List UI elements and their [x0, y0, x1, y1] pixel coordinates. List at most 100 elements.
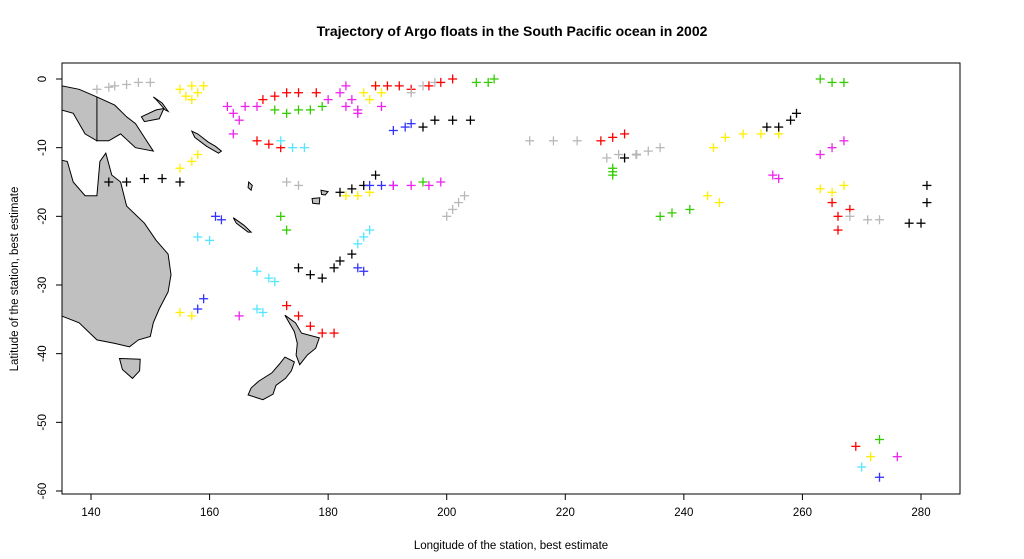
- float-point-2-2: [240, 101, 250, 111]
- land-new-zealand-north: [284, 314, 320, 366]
- float-point-13-2: [448, 115, 458, 125]
- float-point-53-0: [252, 304, 262, 314]
- float-point-52-0: [234, 311, 244, 321]
- plot-frame: [61, 62, 961, 495]
- float-point-27-1: [614, 150, 624, 160]
- float-point-3-2: [282, 88, 292, 98]
- float-point-3-1: [270, 91, 280, 101]
- float-point-42-1: [216, 215, 226, 225]
- float-point-30-2: [608, 170, 618, 180]
- float-point-27-0: [602, 153, 612, 163]
- float-point-10-1: [483, 77, 493, 87]
- land-new-caledonia: [232, 217, 253, 233]
- float-point-25-1: [548, 136, 558, 146]
- float-point-51-1: [199, 294, 209, 304]
- float-point-0-5: [104, 82, 114, 92]
- float-point-55-0: [851, 441, 861, 451]
- float-point-29-1: [643, 146, 653, 156]
- x-tick-label-200: 200: [437, 507, 456, 519]
- float-point-24-0: [442, 211, 452, 221]
- float-point-33-2: [839, 77, 849, 87]
- float-point-22-2: [424, 180, 434, 190]
- float-point-24-3: [460, 191, 469, 201]
- float-point-4-2: [294, 105, 303, 115]
- float-point-26-1: [608, 132, 618, 142]
- float-point-49-2: [365, 225, 375, 235]
- y-tick-label--50: -50: [37, 414, 49, 431]
- float-point-41-0: [703, 191, 713, 201]
- float-point-21-1: [377, 180, 386, 190]
- float-point-33-0: [815, 74, 825, 84]
- float-point-34-1: [827, 143, 837, 153]
- float-point-54-1: [294, 311, 303, 321]
- float-point-31-3: [756, 129, 766, 139]
- float-point-12-2: [406, 119, 416, 129]
- float-point-38-1: [863, 215, 873, 225]
- float-point-25-0: [525, 136, 535, 146]
- float-point-2-3: [252, 101, 262, 111]
- float-point-36-0: [815, 184, 825, 194]
- float-point-6-0: [359, 88, 369, 98]
- float-point-51-0: [193, 304, 203, 314]
- float-point-60-0: [875, 472, 884, 482]
- float-point-57-0: [857, 462, 867, 472]
- x-tick-label-160: 160: [200, 507, 219, 519]
- float-point-24-2: [454, 198, 464, 208]
- float-point-44-0: [276, 211, 286, 221]
- float-point-48-1: [359, 266, 369, 276]
- float-point-53-1: [258, 307, 268, 317]
- float-point-17-3: [157, 174, 167, 184]
- float-point-50-1: [187, 311, 197, 321]
- float-point-40-1: [667, 208, 677, 218]
- float-point-49-1: [359, 232, 369, 242]
- float-markers: [92, 74, 932, 482]
- float-point-14-0: [252, 136, 262, 146]
- float-point-1-3: [199, 81, 209, 91]
- float-point-45-0: [252, 266, 262, 276]
- float-point-48-0: [353, 263, 363, 273]
- float-point-43-1: [205, 235, 215, 245]
- float-point-47-0: [335, 256, 345, 266]
- float-point-17-0: [104, 177, 114, 187]
- float-point-9-2: [448, 74, 458, 84]
- float-point-32-1: [774, 122, 784, 132]
- float-point-20-1: [353, 191, 363, 201]
- x-tick-label-220: 220: [556, 507, 575, 519]
- float-point-23-0: [418, 177, 428, 187]
- float-point-1-0: [175, 84, 185, 94]
- x-axis-label: Longitude of the station, best estimate: [414, 540, 608, 552]
- y-tick-label--40: -40: [37, 345, 49, 362]
- y-tick-label--20: -20: [37, 208, 49, 225]
- float-point-59-0: [892, 452, 902, 462]
- float-point-4-4: [317, 101, 327, 111]
- float-point-11-0: [341, 101, 351, 111]
- float-point-40-2: [685, 204, 695, 214]
- x-tick-label-280: 280: [911, 507, 930, 519]
- y-axis-label: Latitude of the station, best estimate: [9, 187, 21, 372]
- float-point-5-0: [323, 95, 333, 105]
- land-tasmania: [118, 357, 141, 380]
- float-point-5-3: [347, 95, 357, 105]
- float-point-40-0: [655, 211, 665, 221]
- float-point-6-2: [365, 95, 375, 105]
- float-point-26-2: [620, 129, 630, 139]
- float-point-22-1: [406, 180, 416, 190]
- float-point-6-3: [377, 88, 386, 98]
- float-point-1-1: [187, 81, 197, 91]
- x-tick-label-140: 140: [81, 507, 100, 519]
- float-point-1-5: [181, 91, 191, 101]
- float-point-37-2: [833, 225, 843, 235]
- float-point-9-0: [424, 81, 434, 91]
- float-point-19-3: [371, 170, 381, 180]
- float-point-4-1: [282, 108, 292, 118]
- float-point-58-0: [866, 452, 876, 462]
- float-point-14-1: [264, 139, 274, 149]
- float-point-13-3: [465, 115, 475, 125]
- float-point-29-0: [631, 150, 641, 160]
- float-point-37-0: [827, 198, 837, 208]
- float-point-7-1: [382, 81, 392, 91]
- float-point-3-0: [258, 95, 268, 105]
- float-point-32-3: [792, 108, 801, 118]
- float-point-33-1: [827, 77, 837, 87]
